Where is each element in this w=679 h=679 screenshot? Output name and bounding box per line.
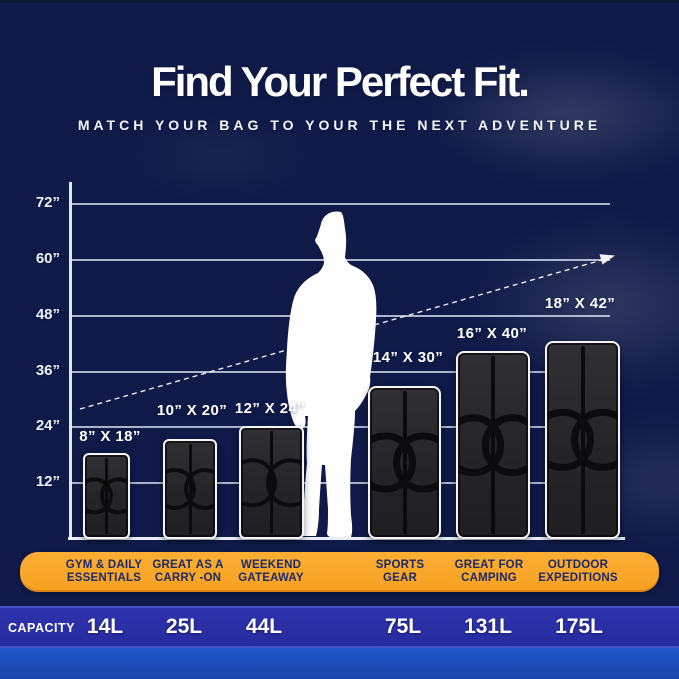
capacity-value: 175L: [555, 615, 603, 638]
use-case-gym: GYM & DAILY ESSENTIALS: [66, 559, 143, 585]
bag-size-label: 18” X 42”: [544, 295, 616, 312]
bag-12x24: [239, 426, 304, 539]
capacity-row-label: CAPACITY: [8, 621, 75, 635]
capacity-value: 44L: [245, 615, 283, 638]
bag-10x20: [163, 439, 217, 539]
bag-zipper-icon: [402, 391, 407, 534]
use-case-line: GREAT FOR: [454, 559, 524, 571]
bag-size-label: 14” X 30”: [372, 349, 444, 366]
bag-zipper-icon: [491, 356, 495, 534]
bag-size-label: 8” X 18”: [79, 428, 141, 445]
bag-zipper-icon: [105, 458, 108, 534]
use-case-line: GYM & DAILY: [65, 559, 143, 571]
bag-handle-ring-icon: [393, 432, 439, 493]
page-subtitle: MATCH YOUR BAG TO YOUR THE NEXT ADVENTUR…: [77, 117, 602, 133]
use-case-line: WEEKEND: [240, 559, 302, 571]
bag-handle-ring-icon: [265, 457, 302, 508]
y-tick-60: 60”: [35, 250, 60, 267]
capacity-value: 75L: [384, 615, 422, 638]
header: Find Your Perfect Fit. MATCH YOUR BAG TO…: [0, 58, 679, 133]
bag-16x40: [456, 351, 530, 539]
bag-14x30: [368, 386, 441, 539]
bag-8x18: [83, 453, 130, 539]
use-case-weekend: WEEKEND GATEAWAY: [238, 559, 304, 585]
bag-size-label: 10” X 20”: [156, 402, 228, 419]
y-tick-36: 36”: [35, 362, 60, 379]
capacity-value: 131L: [464, 615, 512, 638]
y-tick-72: 72”: [35, 194, 60, 211]
bottom-strip: [0, 645, 679, 679]
bag-handle-ring-icon: [184, 468, 215, 510]
use-case-sports: SPORTS GEAR: [376, 559, 425, 585]
bag-size-label: 12” X 24”: [234, 400, 306, 417]
capacity-band: CAPACITY 14L 25L 44L 75L 131L 175L: [0, 606, 679, 648]
capacity-value: 25L: [165, 615, 203, 638]
use-case-line: GEAR: [382, 572, 418, 584]
y-axis-line: [69, 182, 72, 540]
page-title: Find Your Perfect Fit.: [151, 58, 530, 105]
use-case-carryon: GREAT AS A CARRY -ON: [152, 559, 223, 585]
use-case-line: SPORTS: [375, 559, 425, 571]
bag-size-label: 16” X 40”: [456, 325, 528, 342]
bag-zipper-icon: [270, 431, 273, 534]
top-edge-line: [0, 0, 679, 3]
bag-handle-ring-icon: [481, 414, 528, 476]
cloud-decoration: [120, 120, 320, 190]
y-tick-48: 48”: [35, 306, 60, 323]
cloud-decoration: [420, 55, 679, 175]
bag-18x42: [545, 341, 620, 539]
bag-zipper-icon: [580, 346, 585, 534]
use-case-line: ESSENTIALS: [66, 572, 142, 584]
gridline-72in: [70, 203, 610, 205]
chart-baseline: [68, 537, 625, 540]
y-tick-12: 12”: [35, 473, 60, 490]
use-case-line: GATEAWAY: [238, 572, 304, 584]
use-case-line: CARRY -ON: [154, 572, 222, 584]
use-case-line: CAMPING: [461, 572, 517, 584]
use-case-band: GYM & DAILY ESSENTIALS GREAT AS A CARRY -O…: [20, 552, 659, 592]
use-case-outdoor: OUTDOOR EXPEDITIONS: [538, 559, 618, 585]
y-tick-24: 24”: [35, 417, 60, 434]
use-case-line: OUTDOOR: [547, 559, 609, 571]
use-case-line: GREAT AS A: [152, 559, 224, 571]
use-case-camping: GREAT FOR CAMPING: [455, 559, 524, 585]
capacity-value: 14L: [86, 615, 124, 638]
bag-handle-ring-icon: [571, 408, 618, 472]
bag-handle-ring-icon: [100, 477, 128, 515]
bag-zipper-icon: [188, 444, 192, 534]
use-case-line: EXPEDITIONS: [538, 572, 618, 584]
